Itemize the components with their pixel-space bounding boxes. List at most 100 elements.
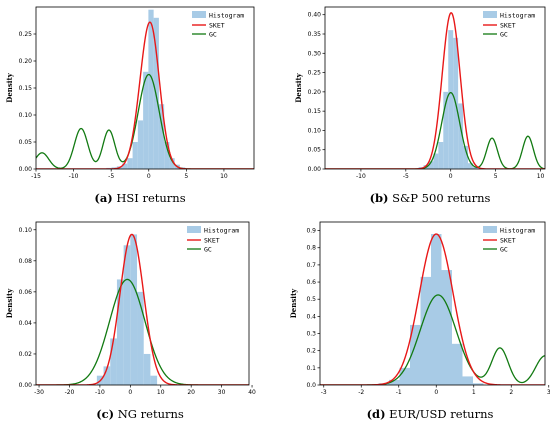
histogram-bar xyxy=(468,163,473,169)
y-tick-label: 0.06 xyxy=(19,289,33,296)
y-tick-label: 0.20 xyxy=(308,89,322,96)
legend-histogram-swatch xyxy=(483,226,497,233)
panel-caption: (a) HSI returns xyxy=(94,191,185,205)
y-tick-label: 0.08 xyxy=(19,258,33,265)
x-tick-label: 0 xyxy=(449,173,453,180)
y-tick-label: 0.3 xyxy=(306,331,316,338)
histogram-bar xyxy=(433,153,439,169)
panel-caption-text: NG returns xyxy=(114,407,184,421)
x-tick-label: 2 xyxy=(509,389,513,396)
legend-histogram-swatch xyxy=(192,11,206,18)
histogram-bar xyxy=(473,383,484,385)
histogram-bar xyxy=(452,343,463,385)
x-tick-label: 5 xyxy=(184,173,188,180)
histogram-bar xyxy=(143,353,151,385)
y-tick-label: 0.10 xyxy=(19,112,33,119)
y-tick-label: 0.35 xyxy=(308,31,322,38)
x-tick-label: 0 xyxy=(128,389,132,396)
panel-caption-label: (a) xyxy=(94,191,112,205)
sket-curve xyxy=(36,233,249,385)
panel-caption-text: EUR/USD returns xyxy=(386,407,494,421)
y-tick-label: 0.05 xyxy=(19,139,33,146)
plot-area xyxy=(36,9,254,169)
histogram-bar xyxy=(148,9,154,169)
y-tick-label: 0.00 xyxy=(19,166,33,173)
legend-histogram-label: Histogram xyxy=(500,227,535,235)
x-tick-label: 10 xyxy=(220,173,228,180)
x-tick-label: -1 xyxy=(396,389,402,396)
histogram-bar xyxy=(428,161,434,169)
y-tick-label: 0.15 xyxy=(308,108,322,115)
legend-gc-label: GC xyxy=(204,246,212,254)
y-tick-label: 0.05 xyxy=(308,147,322,154)
y-tick-label: 0.2 xyxy=(306,348,316,355)
x-tick-label: -2 xyxy=(358,389,364,396)
axes-frame xyxy=(324,6,546,170)
plot-area xyxy=(36,233,249,385)
legend-sket-label: SKET xyxy=(209,22,225,30)
panel-caption: (b) S&P 500 returns xyxy=(370,191,491,205)
histogram-bar xyxy=(448,30,454,169)
y-axis-label: Density xyxy=(294,72,303,102)
y-tick-label: 0.9 xyxy=(306,228,316,235)
panel-caption-label: (c) xyxy=(96,407,114,421)
y-tick-label: 0.00 xyxy=(308,166,322,173)
histogram-bar xyxy=(130,234,138,385)
legend-histogram-label: Histogram xyxy=(500,12,535,20)
y-tick-label: 0.20 xyxy=(19,58,33,65)
y-tick-label: 0.8 xyxy=(306,245,316,252)
plot-area xyxy=(325,12,545,169)
panel-caption-text: S&P 500 returns xyxy=(389,191,491,205)
panel-caption-text: HSI returns xyxy=(113,191,186,205)
y-tick-label: 0.25 xyxy=(19,31,33,38)
sket-curve xyxy=(36,21,254,169)
panel-caption-label: (b) xyxy=(370,191,389,205)
histogram-bar xyxy=(463,145,468,169)
legend-histogram-swatch xyxy=(187,226,201,233)
histogram-bar xyxy=(169,158,175,169)
y-tick-label: 0.15 xyxy=(19,85,33,92)
legend-histogram-swatch xyxy=(483,11,497,18)
y-axis-label: Density xyxy=(5,288,14,318)
legend-gc-label: GC xyxy=(500,31,508,39)
legend-sket-label: SKET xyxy=(204,237,220,245)
histogram-bar xyxy=(158,104,165,169)
panel-caption-label: (d) xyxy=(367,407,386,421)
x-tick-label: -30 xyxy=(34,389,44,396)
x-tick-label: 10 xyxy=(157,389,165,396)
x-tick-label: -10 xyxy=(95,389,105,396)
y-tick-label: 0.40 xyxy=(308,12,322,19)
histogram-bar xyxy=(438,142,444,169)
histogram-bar xyxy=(441,270,452,385)
axes-frame xyxy=(319,221,546,386)
histogram-bar xyxy=(103,366,111,385)
histogram-bar xyxy=(389,379,400,385)
x-tick-label: -5 xyxy=(403,173,409,180)
histogram-bar xyxy=(143,71,149,169)
x-tick-label: 0 xyxy=(147,173,151,180)
histogram-bar xyxy=(150,375,158,385)
histogram-bar xyxy=(116,279,124,385)
y-tick-label: 0.4 xyxy=(306,313,316,320)
legend-gc-label: GC xyxy=(500,246,508,254)
sket-curve xyxy=(325,12,545,169)
chart-panel-0: -15 -10 -5 0 5 10 0.00 0.05 0.10 0.15 0.20 0.25 Dens… xyxy=(5,6,255,205)
histogram-bar xyxy=(410,324,421,385)
x-tick-label: 5 xyxy=(494,173,498,180)
x-tick-label: 20 xyxy=(187,389,195,396)
histogram-bar xyxy=(458,103,464,169)
gc-curve xyxy=(36,278,249,385)
x-tick-label: -15 xyxy=(31,173,41,180)
plot-area xyxy=(320,233,545,385)
chart-panel-3: -3 -2 -1 0 1 2 3 0.0 0.1 0.2 0.3 0.4 0.5 0.6 0.7 0.8 0.9… xyxy=(289,221,550,421)
histogram-bar xyxy=(123,245,131,385)
legend-sket-label: SKET xyxy=(500,237,516,245)
legend-gc-label: GC xyxy=(209,31,217,39)
y-tick-label: 0.6 xyxy=(306,279,316,286)
y-tick-label: 0.1 xyxy=(306,365,316,372)
y-tick-label: 0.5 xyxy=(306,296,316,303)
panel-caption: (d) EUR/USD returns xyxy=(367,407,494,421)
